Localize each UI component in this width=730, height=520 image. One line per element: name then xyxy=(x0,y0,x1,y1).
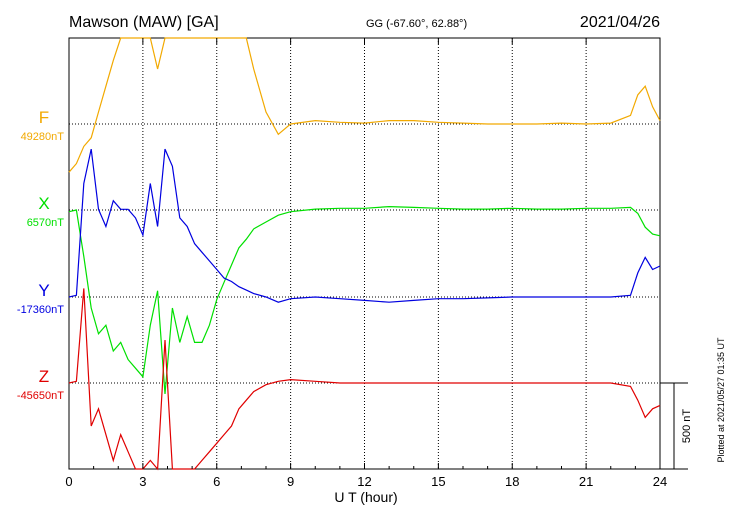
series-x-line xyxy=(68,205,661,395)
series-x-baseline: 6570nT xyxy=(27,217,65,229)
date-label: 2021/04/26 xyxy=(580,14,660,31)
series-z-baseline: -45650nT xyxy=(17,390,64,402)
x-tick-label: 15 xyxy=(431,474,445,489)
series-f-name: F xyxy=(39,108,49,127)
x-tick-label: 18 xyxy=(505,474,519,489)
series-y-line xyxy=(68,148,661,303)
x-tick-label: 21 xyxy=(579,474,593,489)
x-tick-label: 3 xyxy=(139,474,146,489)
series-f-line xyxy=(68,37,661,173)
series-f-baseline: 49280nT xyxy=(21,131,65,143)
station-title: Mawson (MAW) [GA] xyxy=(69,14,219,31)
coordinates-label: GG (-67.60°, 62.88°) xyxy=(366,18,467,30)
series-labels: F 49280nT X 6570nT Y -17360nT Z -45650nT xyxy=(17,108,64,402)
x-ticks: 0 3 6 9 12 15 18 21 24 xyxy=(65,38,667,489)
series-z-name: Z xyxy=(39,367,49,386)
series-y-baseline: -17360nT xyxy=(17,304,64,316)
x-tick-label: 24 xyxy=(653,474,667,489)
scale-bar-label: 500 nT xyxy=(681,409,693,444)
x-axis-label: U T (hour) xyxy=(334,489,397,505)
grid-lines xyxy=(69,38,660,469)
series-x-name: X xyxy=(38,194,49,213)
x-tick-label: 9 xyxy=(287,474,294,489)
x-tick-label: 12 xyxy=(357,474,371,489)
series-y-name: Y xyxy=(38,281,49,300)
x-tick-label: 6 xyxy=(213,474,220,489)
x-tick-label: 0 xyxy=(65,474,72,489)
series-z-line xyxy=(68,288,661,471)
scale-bar: 500 nT xyxy=(660,382,693,470)
series-layer xyxy=(68,37,661,471)
plotted-timestamp: Plotted at 2021/05/27 01:35 UT xyxy=(716,337,726,463)
